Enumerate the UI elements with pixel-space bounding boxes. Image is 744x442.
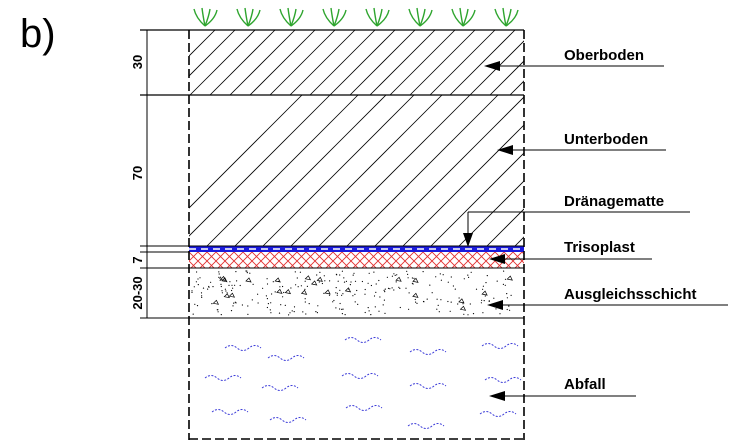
unterboden-hatch [189,95,524,247]
dimension-label-trisoplast: 7 [130,256,145,263]
leader-abfall [489,391,636,401]
leader-unterboden [497,145,666,155]
trisoplast-layer [189,252,524,268]
dimension-label-oberboden: 30 [130,55,145,69]
grass-icon [322,8,335,27]
grass-icon [451,8,464,27]
label-draenagematte: Dränagematte [564,193,664,210]
leader-ausgleichsschicht [487,300,728,310]
leader-trisoplast [489,254,652,264]
label-abfall: Abfall [564,376,606,393]
dimension-label-ausgleich: 20-30 [130,276,145,309]
grass-icon [365,8,378,27]
label-trisoplast: Trisoplast [564,239,635,256]
label-oberboden: Oberboden [564,47,644,64]
figure-label: b) [20,12,56,56]
grass-icon [494,8,507,27]
grass-icon [408,8,421,27]
drainage-mat [189,246,524,252]
label-unterboden: Unterboden [564,131,648,148]
oberboden-hatch [189,30,524,95]
grass-icons [193,7,519,27]
grass-icon [193,8,206,27]
grass-icon [279,8,292,27]
leader-oberboden [484,61,664,71]
label-ausgleichsschicht: Ausgleichsschicht [564,286,697,303]
ausgleichsschicht-texture [191,270,513,316]
grass-icon [236,8,249,27]
leader-draenagematte [463,211,690,247]
abfall-waves [204,337,522,429]
dimension-label-unterboden: 70 [130,166,145,180]
